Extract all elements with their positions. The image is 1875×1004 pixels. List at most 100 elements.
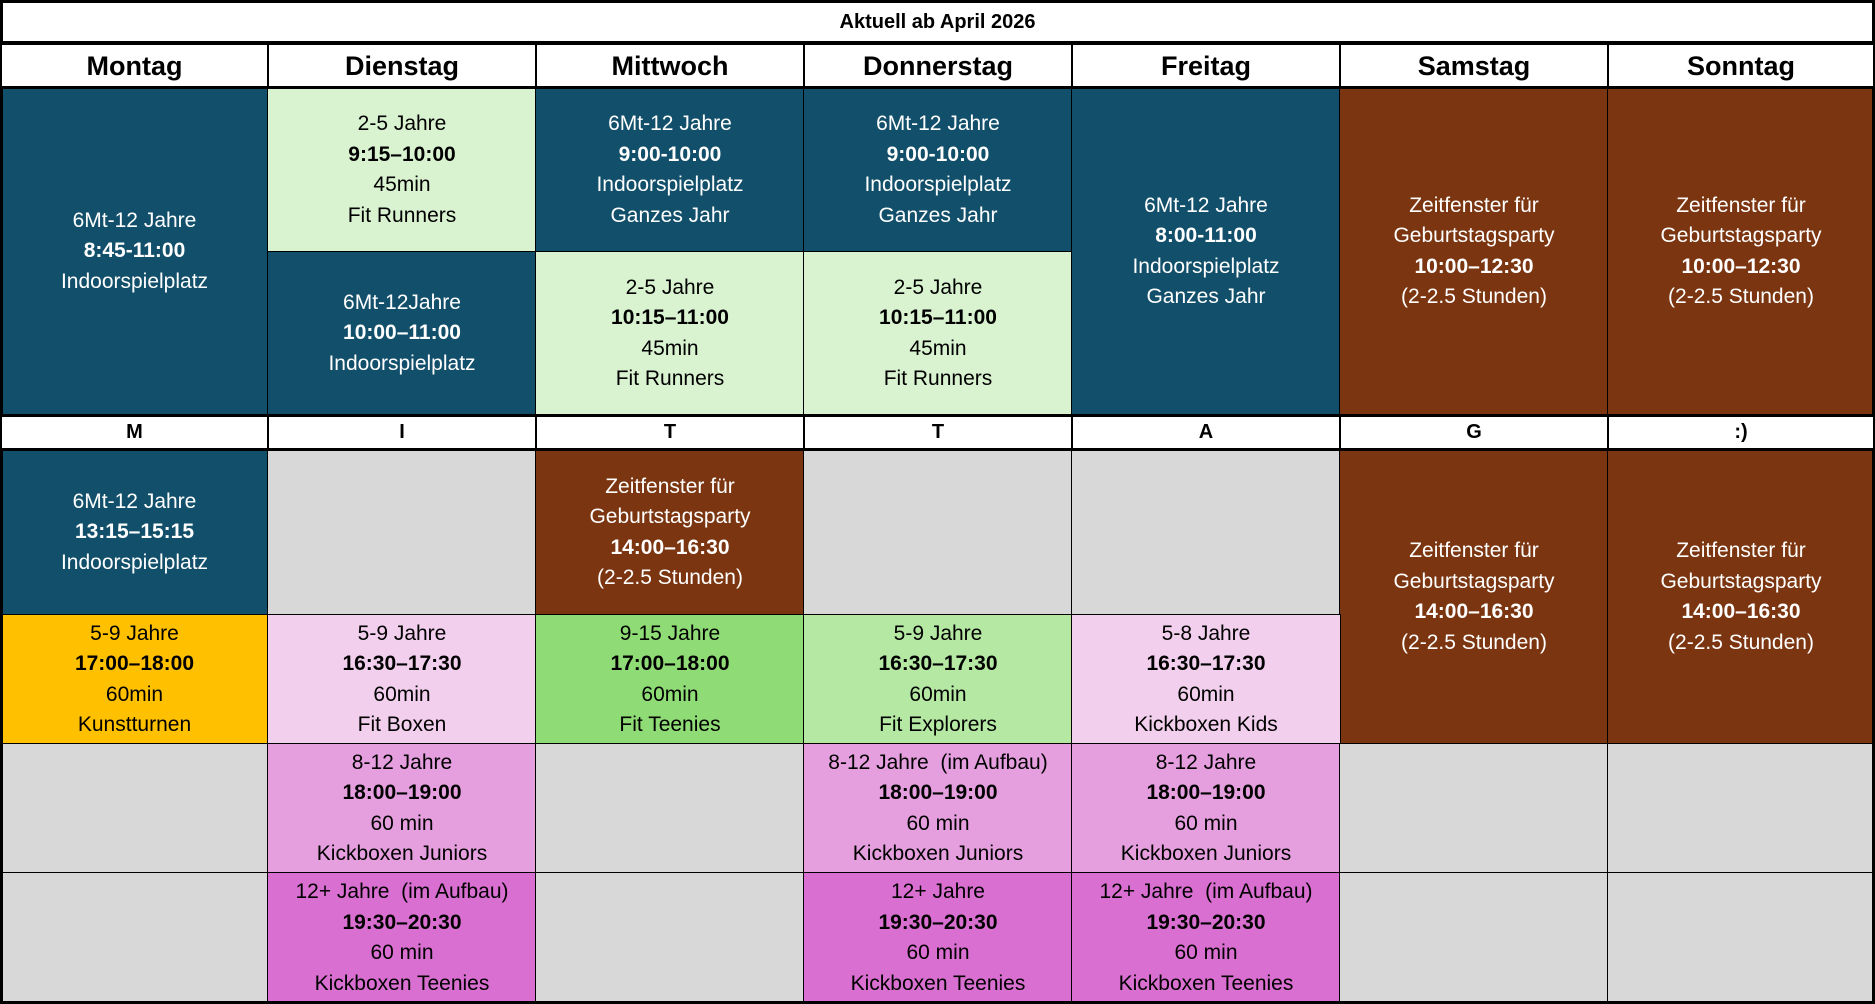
age-group: 5-9 Jahre: [893, 621, 983, 645]
age-group: 6Mt-12 Jahre: [72, 208, 197, 232]
session-duration: 60min: [1177, 682, 1235, 706]
session-name: Kickboxen Juniors: [1120, 842, 1292, 865]
divider-letter: T: [535, 414, 805, 451]
session-duration: 45min: [641, 336, 699, 360]
session-mi-morning-2: 2-5 Jahre 10:15–11:00 45min Fit Runners: [535, 251, 805, 416]
session-note: Ganzes Jahr: [878, 203, 998, 227]
session-note: (2-2.5 Stunden): [1401, 285, 1547, 308]
session-name: Kickboxen Juniors: [852, 842, 1024, 865]
session-sa-afternoon: Zeitfenster für Geburtstagsparty 14:00–1…: [1339, 449, 1609, 745]
session-do-evening-3: 12+ Jahre 19:30–20:30 60 min Kickboxen T…: [803, 872, 1073, 1004]
session-duration: 60 min: [370, 811, 434, 835]
session-fr-evening-3: 12+ Jahre (im Aufbau) 19:30–20:30 60 min…: [1071, 872, 1341, 1004]
session-duration: 60 min: [1174, 941, 1238, 964]
session-fr-morning: 6Mt-12 Jahre 8:00-11:00 Indoorspielplatz…: [1071, 87, 1341, 416]
session-time: 8:45-11:00: [83, 239, 186, 263]
age-group: 12+ Jahre: [891, 880, 985, 903]
session-name-2: Geburtstagsparty: [589, 505, 751, 528]
session-note: Ganzes Jahr: [610, 203, 730, 227]
age-group: 6Mt-12 Jahre: [72, 489, 197, 513]
empty-slot: [1607, 872, 1875, 1004]
session-time: 10:15–11:00: [611, 306, 729, 329]
session-name-2: Geburtstagsparty: [1393, 224, 1555, 247]
session-note: Ganzes Jahr: [1146, 285, 1266, 308]
session-time: 8:00-11:00: [1155, 224, 1257, 247]
session-duration: 60 min: [906, 941, 970, 964]
day-header-wednesday: Mittwoch: [535, 43, 805, 89]
session-name: Fit Boxen: [357, 713, 447, 736]
session-name: Fit Explorers: [879, 713, 997, 736]
session-time: 19:30–20:30: [1146, 910, 1266, 934]
session-duration: 60min: [641, 682, 699, 706]
session-di-evening-1: 5-9 Jahre 16:30–17:30 60min Fit Boxen: [267, 614, 537, 745]
session-time: 17:00–18:00: [610, 652, 730, 675]
session-do-evening-2: 8-12 Jahre (im Aufbau) 18:00–19:00 60 mi…: [803, 743, 1073, 874]
session-duration: 60 min: [1174, 811, 1238, 835]
schedule-title: Aktuell ab April 2026: [0, 0, 1875, 44]
session-time: 14:00–16:30: [610, 535, 730, 559]
session-name: Indoorspielplatz: [864, 173, 1012, 196]
day-header-thursday: Donnerstag: [803, 43, 1073, 89]
age-group: 12+ Jahre (im Aufbau): [1099, 880, 1313, 903]
age-group: 6Mt-12 Jahre: [876, 112, 1000, 135]
age-group: 2-5 Jahre: [625, 275, 715, 299]
session-duration: 45min: [373, 173, 431, 196]
session-time: 9:15–10:00: [348, 142, 456, 166]
session-name: Zeitfenster für: [1676, 193, 1806, 217]
day-header-tuesday: Dienstag: [267, 43, 537, 89]
session-duration: 60min: [373, 682, 431, 706]
age-group: 6Mt-12 Jahre: [608, 112, 732, 135]
session-mi-morning-1: 6Mt-12 Jahre 9:00-10:00 Indoorspielplatz…: [535, 87, 805, 253]
session-duration: 60min: [105, 682, 164, 706]
session-duration: 60 min: [370, 941, 434, 964]
session-time: 19:30–20:30: [342, 910, 462, 934]
session-time: 18:00–19:00: [342, 781, 462, 804]
session-name: Fit Runners: [347, 203, 457, 227]
session-name: Fit Runners: [883, 367, 993, 390]
age-group: 6Mt-12Jahre: [343, 290, 461, 314]
age-group: 6Mt-12 Jahre: [1144, 193, 1268, 217]
session-name: Zeitfenster für: [1676, 539, 1806, 562]
day-header-sunday: Sonntag: [1607, 43, 1875, 89]
session-name: Kickboxen Teenies: [850, 971, 1026, 995]
session-time: 10:00–11:00: [343, 321, 461, 345]
age-group: 8-12 Jahre: [1155, 750, 1257, 774]
age-group: 12+ Jahre (im Aufbau): [295, 880, 509, 903]
session-mo-afternoon: 6Mt-12 Jahre 13:15–15:15 Indoorspielplat…: [0, 449, 269, 616]
session-do-evening-1: 5-9 Jahre 16:30–17:30 60min Fit Explorer…: [803, 614, 1073, 745]
schedule-title-text: Aktuell ab April 2026: [839, 10, 1036, 33]
session-time: 17:00–18:00: [74, 652, 195, 675]
session-so-morning: Zeitfenster für Geburtstagsparty 10:00–1…: [1607, 87, 1875, 416]
session-mi-afternoon: Zeitfenster für Geburtstagsparty 14:00–1…: [535, 449, 805, 616]
age-group: 5-8 Jahre: [1161, 621, 1251, 645]
session-do-morning-2: 2-5 Jahre 10:15–11:00 45min Fit Runners: [803, 251, 1073, 416]
empty-slot: [535, 872, 805, 1004]
empty-slot: [0, 872, 269, 1004]
session-name-2: Geburtstagsparty: [1660, 569, 1822, 593]
session-duration: 45min: [909, 336, 967, 360]
age-group: 8-12 Jahre: [351, 750, 453, 774]
session-name: Kickboxen Juniors: [316, 842, 488, 865]
session-di-morning-2: 6Mt-12Jahre 10:00–11:00 Indoorspielplatz: [267, 251, 537, 416]
age-group: 2-5 Jahre: [893, 275, 983, 299]
empty-slot: [267, 449, 537, 616]
session-time: 10:15–11:00: [879, 306, 997, 329]
empty-slot: [1071, 449, 1341, 616]
divider-letter: T: [803, 414, 1073, 451]
session-name: Indoorspielplatz: [328, 351, 476, 375]
empty-slot: [0, 743, 269, 874]
session-name: Fit Runners: [615, 367, 725, 390]
session-name: Zeitfenster für: [1409, 539, 1539, 562]
session-fr-evening-1: 5-8 Jahre 16:30–17:30 60min Kickboxen Ki…: [1071, 614, 1341, 745]
session-name: Zeitfenster für: [605, 474, 735, 498]
session-fr-evening-2: 8-12 Jahre 18:00–19:00 60 min Kickboxen …: [1071, 743, 1341, 874]
session-name: Indoorspielplatz: [596, 173, 744, 196]
session-note: (2-2.5 Stunden): [1401, 630, 1547, 654]
session-name: Fit Teenies: [619, 713, 721, 736]
day-header-friday: Freitag: [1071, 43, 1341, 89]
session-note: (2-2.5 Stunden): [1668, 630, 1814, 654]
age-group: 8-12 Jahre (im Aufbau): [828, 750, 1048, 774]
session-mi-evening-1: 9-15 Jahre 17:00–18:00 60min Fit Teenies: [535, 614, 805, 745]
session-di-evening-2: 8-12 Jahre 18:00–19:00 60 min Kickboxen …: [267, 743, 537, 874]
session-time: 16:30–17:30: [342, 652, 462, 675]
